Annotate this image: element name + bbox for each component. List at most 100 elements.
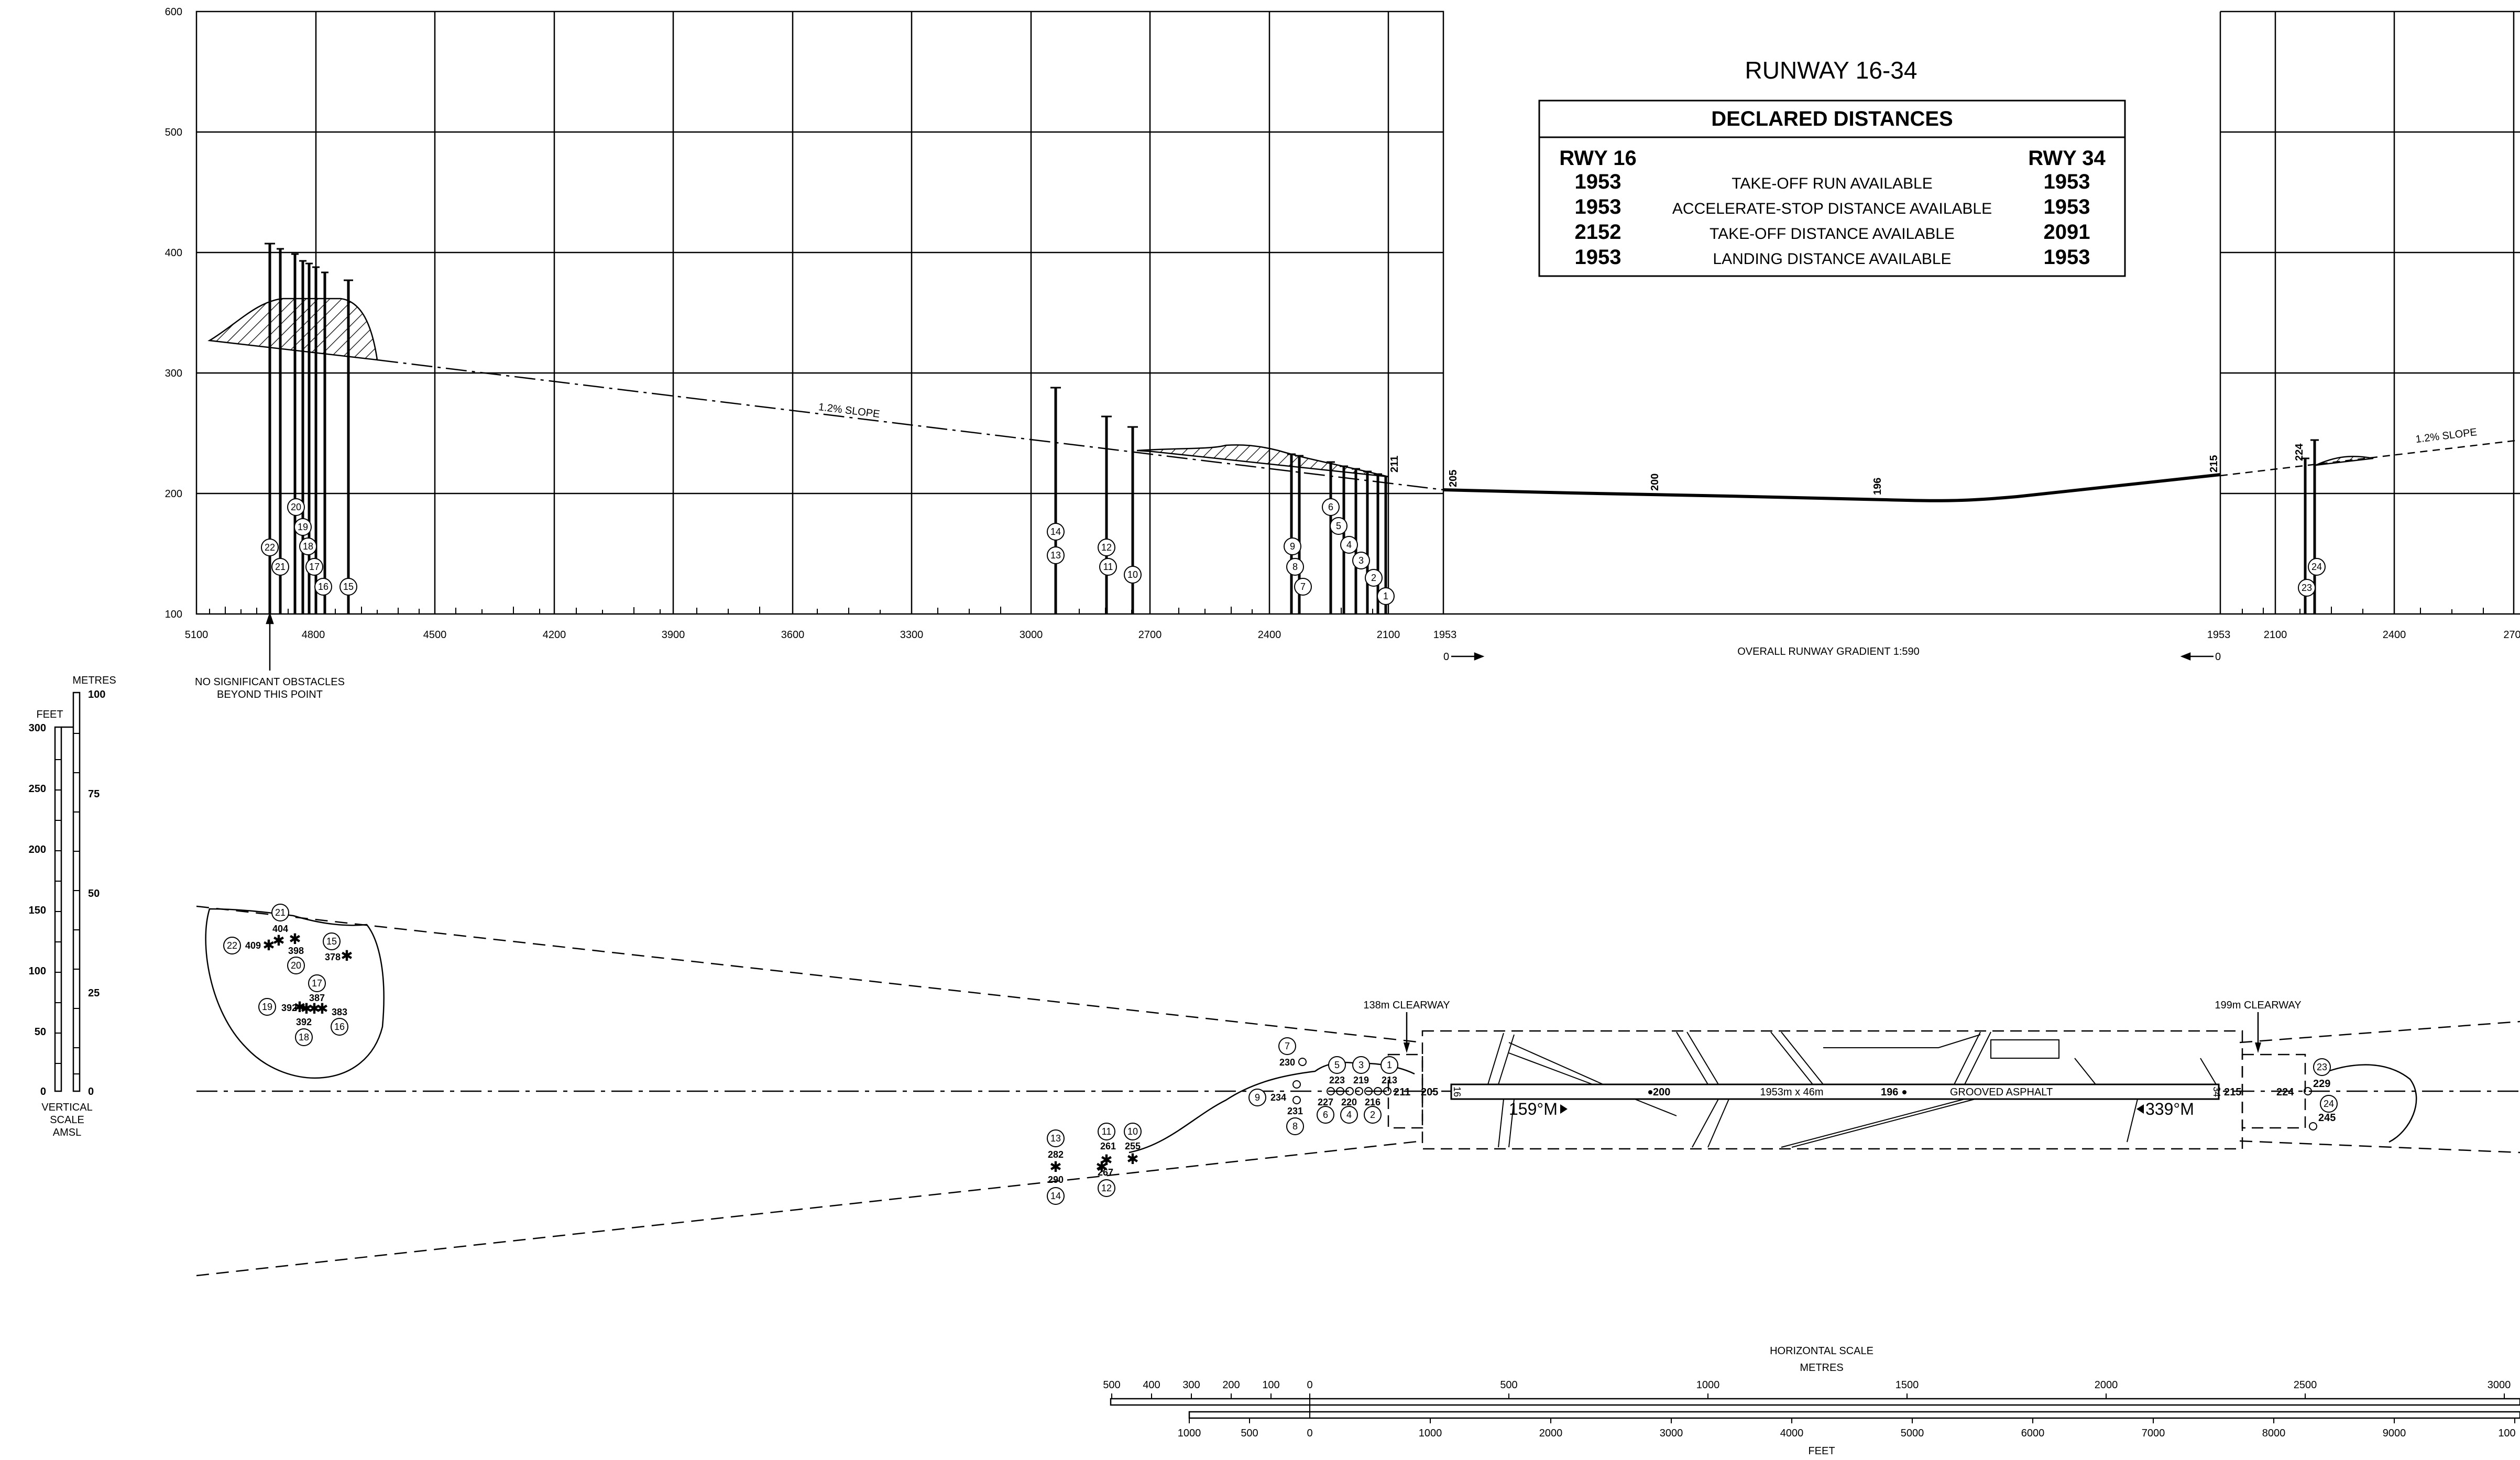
- feet-tick: 250: [29, 783, 46, 795]
- obstacle-marker: 17: [305, 558, 323, 576]
- plan-obstacles-near: 7 9 8 5 3 1 6 4 2 230 234 231 223 219 21…: [1248, 1037, 2317, 1135]
- plan-elevation: 205: [1421, 1086, 1438, 1098]
- metre-tick: 75: [88, 788, 100, 800]
- svg-text:✱: ✱: [308, 1001, 320, 1017]
- terrain-ticks: [209, 607, 2484, 614]
- zero-right: 0: [2215, 651, 2221, 663]
- zero-markers: 0 0: [1443, 651, 2221, 663]
- feet-scale-tick: 4000: [1780, 1428, 1804, 1439]
- svg-text:5: 5: [1336, 521, 1341, 531]
- svg-text:9: 9: [1290, 541, 1295, 552]
- plan-elevation: 229: [2313, 1078, 2330, 1090]
- obstacle-elevation: 216: [1365, 1097, 1380, 1107]
- obstacle-marker: 11: [1099, 558, 1117, 576]
- no-obstacles-note: BEYOND THIS POINT: [217, 689, 323, 700]
- feet-scale-tick: 3000: [1660, 1428, 1683, 1439]
- declared-distances-table: DECLARED DISTANCES RWY 16 RWY 34 1953 TA…: [1538, 100, 2126, 277]
- obstacle-marker: 20: [287, 498, 305, 516]
- svg-text:20: 20: [291, 502, 301, 512]
- runway-dimensions: 1953m x 46m: [1760, 1086, 1823, 1098]
- obstacle-marker: [2320, 1095, 2338, 1113]
- x-tick: 2400: [1258, 629, 1281, 641]
- plan-elevation: 211: [1394, 1086, 1410, 1098]
- obstacle-marker: 15: [339, 578, 357, 596]
- obstacle-marker: 10: [1124, 566, 1142, 584]
- obstacle-marker: 3: [1352, 552, 1370, 569]
- svg-text:3: 3: [1358, 555, 1364, 566]
- obstacle-marker: [1278, 1037, 1296, 1055]
- x-tick: 4200: [543, 629, 566, 641]
- plan-elevation: 224: [2276, 1086, 2294, 1098]
- x-tick: 3000: [1020, 629, 1043, 641]
- approach-surface: [196, 905, 2520, 1277]
- obstacle-marker: 2: [1365, 569, 1383, 587]
- declared-distances-heading: DECLARED DISTANCES: [1711, 107, 1953, 130]
- no-obstacle-arrow: [266, 612, 274, 671]
- metres-label: METRES: [1800, 1362, 1843, 1374]
- metre-scale-tick: 2500: [2294, 1379, 2317, 1391]
- obstacle-marker: [271, 904, 289, 921]
- obstacle-marker: 18: [299, 537, 317, 555]
- metre-scale-tick: 0: [1307, 1379, 1312, 1391]
- obstacle-marker: 6: [1322, 498, 1340, 516]
- svg-text:18: 18: [303, 541, 313, 552]
- metre-tick: 0: [88, 1086, 94, 1097]
- svg-text:4: 4: [1346, 1110, 1352, 1120]
- obstacle-elevation: 392: [281, 1003, 297, 1013]
- distance-label: TAKE-OFF RUN AVAILABLE: [1732, 175, 1932, 192]
- rwy16-value: 2152: [1575, 221, 1621, 244]
- x-tick: 2700: [1138, 629, 1162, 641]
- feet-tick: 150: [29, 905, 46, 916]
- svg-text:6: 6: [1328, 502, 1333, 512]
- svg-text:✱: ✱: [1100, 1152, 1112, 1168]
- zero-left: 0: [1443, 651, 1449, 663]
- feet-scale-tick: 1000: [1419, 1428, 1442, 1439]
- obstacle-marker: [1047, 1187, 1065, 1205]
- feet-scale-ticks: [55, 733, 80, 1074]
- svg-text:19: 19: [262, 1002, 272, 1012]
- obstacle-marker: [1124, 1123, 1142, 1140]
- svg-text:22: 22: [227, 940, 237, 951]
- feet-scale-tick: 2000: [1539, 1428, 1563, 1439]
- obstacle-marker: 13: [1047, 546, 1065, 564]
- svg-text:3: 3: [1358, 1060, 1364, 1070]
- obstacle-marker: [258, 998, 276, 1016]
- slope-label-left: 1.2% SLOPE: [818, 401, 881, 420]
- obstacle-elevation: 261: [1100, 1141, 1116, 1151]
- metre-scale-tick: 300: [1182, 1379, 1200, 1391]
- svg-text:16: 16: [334, 1022, 345, 1032]
- x-tick: 270: [2503, 629, 2520, 641]
- obstacle-marker: 22: [261, 539, 279, 556]
- obstacle-elevation: 409: [245, 940, 261, 951]
- plan-obstacles-right: 23 24: [2313, 1058, 2338, 1113]
- obstacle-elevation: 392: [296, 1017, 312, 1027]
- heading-34: 339°M: [2145, 1100, 2194, 1118]
- metre-scale-tick: 1000: [1696, 1379, 1720, 1391]
- x-tick: 2100: [2264, 629, 2287, 641]
- obstacle-elevation: 231: [1287, 1106, 1303, 1116]
- metre-scale-tick: 500: [1500, 1379, 1517, 1391]
- feet-scale-tick: 6000: [2021, 1428, 2045, 1439]
- obstacle-marker: 23: [2298, 579, 2316, 597]
- elevation-label: 224: [2294, 443, 2305, 461]
- obstacle-marker: [1286, 1117, 1304, 1135]
- x-tick: 3600: [781, 629, 805, 641]
- svg-text:1: 1: [1383, 591, 1388, 601]
- metre-scale-tick: 3000: [2488, 1379, 2511, 1391]
- svg-text:12: 12: [1101, 542, 1112, 553]
- x-tick: 4800: [302, 629, 325, 641]
- y-tick: 500: [165, 127, 182, 138]
- runway-gradient-label: OVERALL RUNWAY GRADIENT 1:590: [1737, 646, 1920, 657]
- elevation-label: 215: [2208, 455, 2220, 473]
- obstacle-marker: 21: [271, 558, 289, 576]
- y-tick: 600: [165, 6, 182, 18]
- obstacle-marker: [1098, 1179, 1115, 1197]
- taxiways: [1487, 1031, 2217, 1148]
- feet-tick: 0: [40, 1086, 46, 1097]
- obstacle-elevation: 267: [1098, 1167, 1113, 1178]
- obstacle-elevation: 383: [332, 1007, 347, 1017]
- feet-scale-tick: 0: [1307, 1428, 1312, 1439]
- rwy34-value: 1953: [2044, 195, 2090, 218]
- feet-tick: 50: [35, 1026, 46, 1038]
- svg-text:✱: ✱: [300, 1001, 312, 1017]
